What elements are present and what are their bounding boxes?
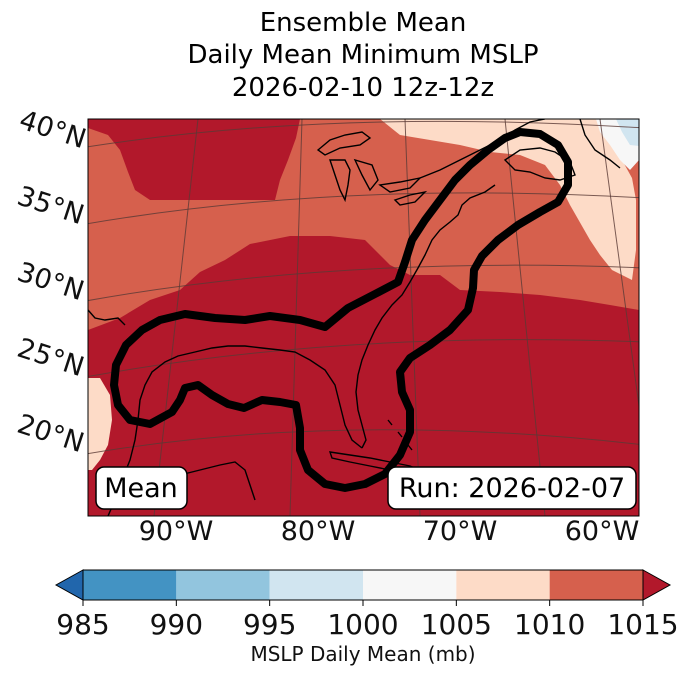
colorbar-bin-995-1000 xyxy=(269,570,363,600)
colorbar-tick-label-1005: 1005 xyxy=(421,608,492,641)
colorbar-tick-label-1015: 1015 xyxy=(607,608,678,641)
mean-label: Mean xyxy=(104,473,178,504)
lon-label-60w: 60°W xyxy=(565,516,640,547)
pressure-field-1005-1010-northeast xyxy=(380,119,636,280)
lon-label-80w: 80°W xyxy=(281,516,356,547)
colorbar-bin-1010-1015 xyxy=(549,570,643,600)
lat-label-40: 40°N xyxy=(15,105,89,156)
colorbar-bin-1000-1005 xyxy=(363,570,457,600)
lat-label-20: 20°N xyxy=(13,409,87,460)
map-frame xyxy=(87,118,640,517)
colorbar-under-arrow xyxy=(54,569,84,601)
colorbar-tick-label-1000: 1000 xyxy=(327,608,398,641)
run-label: Run: 2026-02-07 xyxy=(399,473,625,504)
pressure-field-995-1000 xyxy=(616,119,639,146)
colorbar-tick-label-985: 985 xyxy=(56,608,109,641)
mean-label-box xyxy=(95,466,188,510)
lat-label-25: 25°N xyxy=(13,333,87,384)
colorbar-bin-1005-1010 xyxy=(456,570,550,600)
lat-label-30: 30°N xyxy=(13,257,87,308)
colorbar-over-arrow xyxy=(642,569,672,601)
colorbar-tick-label-990: 990 xyxy=(150,608,203,641)
title-line-2: Daily Mean Minimum MSLP xyxy=(187,40,538,70)
colorbar-tick-label-1010: 1010 xyxy=(514,608,585,641)
colorbar-label: MSLP Daily Mean (mb) xyxy=(250,642,475,666)
coastlines xyxy=(88,119,621,516)
colorbar-tick-label-995: 995 xyxy=(243,608,296,641)
lat-label-35: 35°N xyxy=(13,181,87,232)
map-area xyxy=(88,119,639,516)
title-line-3: 2026-02-10 12z-12z xyxy=(232,73,494,103)
lon-label-70w: 70°W xyxy=(423,516,498,547)
colorbar-bin-990-995 xyxy=(176,570,270,600)
title-line-1: Ensemble Mean xyxy=(260,8,467,38)
contour-outline xyxy=(110,128,572,492)
colorbar: 985 990 995 1000 1005 1010 1015 MSLP Daily Mea… xyxy=(54,569,679,666)
run-label-box xyxy=(387,466,637,510)
lon-label-90w: 90°W xyxy=(139,516,214,547)
pressure-field-1005-1010-west-edge xyxy=(88,378,112,470)
pressure-field-above-1015-south xyxy=(88,236,639,516)
colorbar-bin-985-990 xyxy=(83,570,177,600)
